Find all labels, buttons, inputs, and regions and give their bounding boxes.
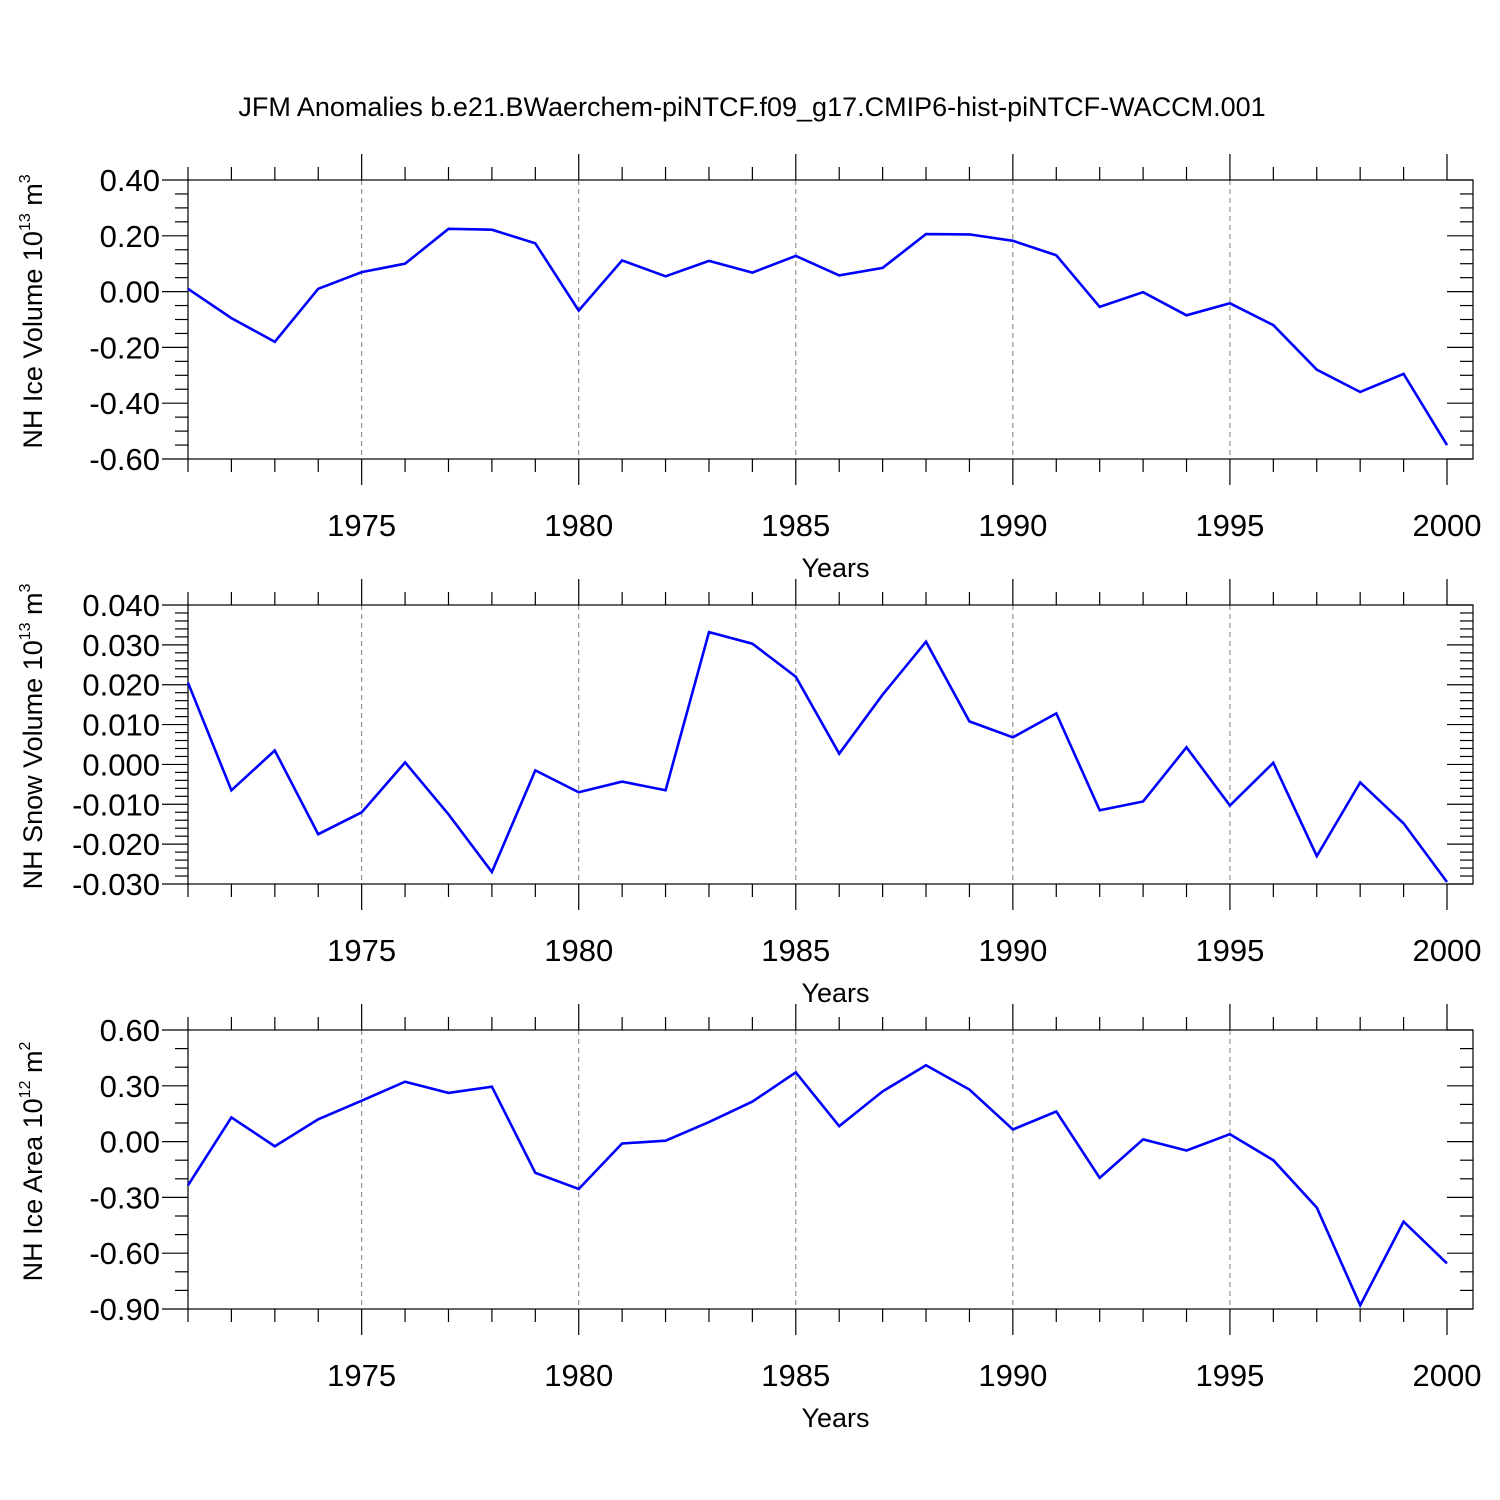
y-tick-label: 0.40 [100,163,160,198]
x-tick-label: 1985 [761,1358,830,1393]
y-tick-label: 0.00 [100,1125,160,1160]
y-tick-label: -0.020 [72,827,160,862]
y-tick-label: 0.000 [82,747,160,782]
x-axis-label: Years [801,553,869,583]
plot-frame [187,179,1474,460]
y-axis-label: NH Ice Area 1012 m2 [17,1042,48,1282]
x-tick-label: 1990 [978,508,1047,543]
y-tick-label: -0.60 [89,442,160,477]
x-axis-label: Years [801,1403,869,1433]
plot-frame [187,604,1474,885]
y-tick-label: 0.010 [82,708,160,743]
y-tick-label: -0.010 [72,787,160,822]
x-tick-label: 2000 [1413,1358,1482,1393]
series-line-ice-area [186,1063,1448,1309]
y-tick-label: -0.60 [89,1236,160,1271]
series-line-ice-volume [187,227,1449,446]
y-tick-label: 0.00 [100,275,160,310]
x-tick-label: 1990 [978,1358,1047,1393]
panel-ice-volume: 1975 1980 1985 1990 1995 2000 Years 0.40 0.20 0.0… [17,154,1481,583]
plot-frame [187,1029,1474,1310]
x-tick-label: 1975 [327,1358,396,1393]
x-tick-label: 2000 [1413,933,1482,968]
x-tick-label: 1980 [544,508,613,543]
panel-ice-area: 1975 1980 1985 1990 1995 2000 Years 0.60 0.30 0.0… [17,1004,1481,1433]
panel-snow-volume: 1975 1980 1985 1990 1995 2000 Years 0.040 0.030 0… [17,579,1481,1008]
x-tick-label: 1995 [1195,508,1264,543]
y-tick-label: -0.90 [89,1292,160,1327]
y-tick-label: -0.40 [89,386,160,421]
chart-title: JFM Anomalies b.e21.BWaerchem-piNTCF.f09… [238,92,1265,122]
y-tick-label: -0.30 [89,1180,160,1215]
y-tick-label: 0.20 [100,219,160,254]
y-tick-label: 0.020 [82,668,160,703]
x-axis-label: Years [801,978,869,1008]
y-axis-label: NH Ice Volume 1013 m3 [17,174,48,448]
y-tick-label: 0.030 [82,628,160,663]
x-tick-label: 1975 [327,508,396,543]
x-tick-label: 2000 [1413,508,1482,543]
y-axis-label: NH Snow Volume 1013 m3 [17,583,48,889]
x-tick-label: 1995 [1195,1358,1264,1393]
chart-panels: 1975 1980 1985 1990 1995 2000 Years 0.40 0.20 0.0… [17,154,1481,1433]
x-tick-label: 1980 [544,1358,613,1393]
y-tick-label: -0.20 [89,330,160,365]
x-tick-label: 1985 [761,508,830,543]
x-tick-label: 1980 [544,933,613,968]
x-tick-label: 1985 [761,933,830,968]
series-line-snow-volume [186,630,1449,883]
x-tick-label: 1975 [327,933,396,968]
y-tick-label: 0.60 [100,1013,160,1048]
x-tick-label: 1990 [978,933,1047,968]
x-tick-label: 1995 [1195,933,1264,968]
y-tick-label: -0.030 [72,867,160,902]
y-tick-label: 0.040 [82,588,160,623]
y-tick-label: 0.30 [100,1069,160,1104]
